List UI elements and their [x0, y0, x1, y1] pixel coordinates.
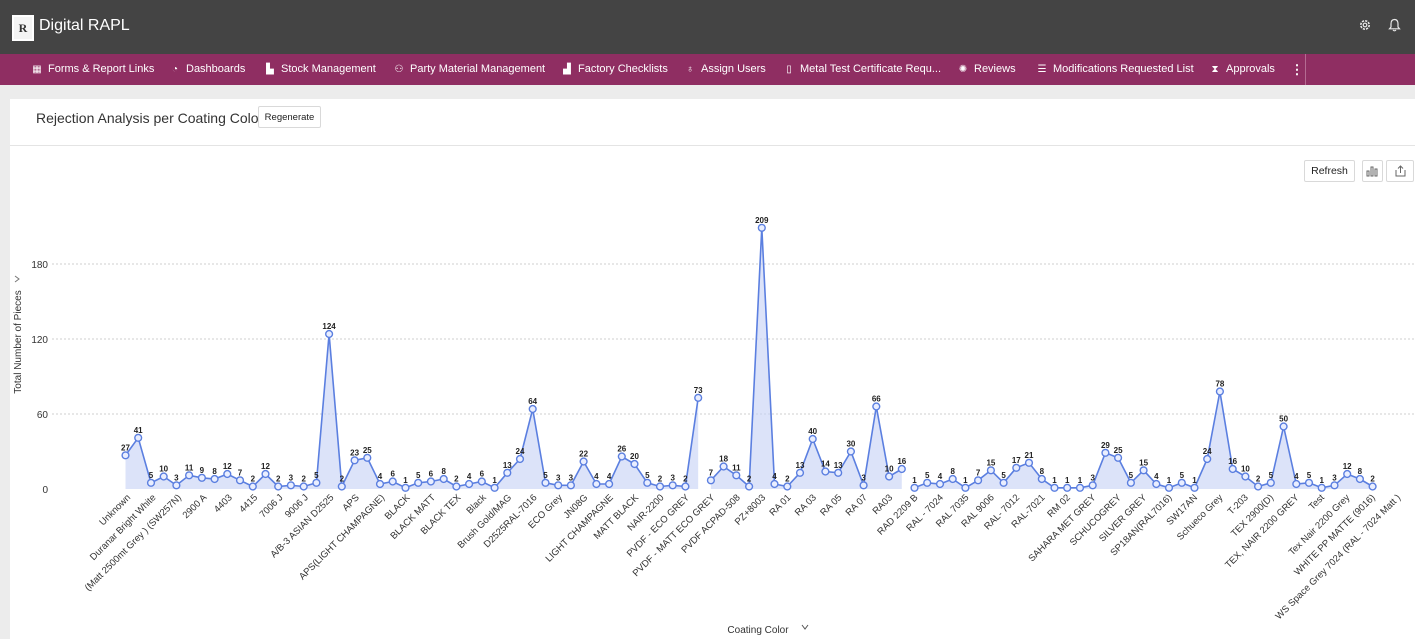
nav-label: Dashboards: [186, 63, 246, 75]
notification-bell-icon[interactable]: [1388, 18, 1401, 32]
grid-icon: ▦: [32, 64, 42, 75]
nav-label: Approvals: [1226, 63, 1275, 75]
app-logo[interactable]: R: [12, 15, 34, 41]
nav-dashboards[interactable]: ◔ Dashboards: [168, 54, 245, 85]
nav-label: Reviews: [974, 63, 1016, 75]
nav-label: Assign Users: [701, 63, 766, 75]
app-title[interactable]: Digital RAPL: [39, 17, 130, 34]
hourglass-icon: ⧗: [1211, 64, 1219, 75]
chart-panel: Rejection Analysis per Coating Color Reg…: [10, 99, 1415, 639]
nav-assign-users[interactable]: ♁ Assign Users: [683, 54, 766, 85]
refresh-button[interactable]: Refresh: [1304, 160, 1355, 182]
test-tube-icon: ▯: [786, 64, 792, 75]
user-pin-icon: ♁: [686, 64, 694, 75]
nav-label: Stock Management: [281, 63, 376, 75]
gauge-icon: ◔: [171, 64, 179, 75]
nav-label: Factory Checklists: [578, 63, 668, 75]
people-icon: ⚇: [394, 64, 404, 75]
panel-title: Rejection Analysis per Coating Color: [36, 110, 264, 126]
nav-label: Metal Test Certificate Requ...: [800, 63, 942, 75]
nav-divider: [1305, 54, 1306, 85]
top-bar: R Digital RAPL: [0, 0, 1415, 54]
nav-stock-management[interactable]: ▙ Stock Management: [263, 54, 376, 85]
bar-chart-icon[interactable]: [1362, 160, 1383, 182]
nav-label: Forms & Report Links: [48, 63, 155, 75]
nav-metal-test-certificate[interactable]: ▯ Metal Test Certificate Requ...: [782, 54, 941, 85]
more-vertical-icon[interactable]: ⋮: [1290, 62, 1304, 77]
nav-factory-checklists[interactable]: ▟ Factory Checklists: [560, 54, 668, 85]
settings-gear-icon[interactable]: [1358, 18, 1372, 32]
nav-modifications-requested-list[interactable]: ☰ Modifications Requested List: [1035, 54, 1194, 85]
nav-reviews[interactable]: ✺ Reviews: [956, 54, 1016, 85]
forklift-icon: ▙: [266, 64, 274, 75]
nav-approvals[interactable]: ⧗ Approvals: [1208, 54, 1275, 85]
list-icon: ☰: [1037, 64, 1047, 75]
nav-label: Party Material Management: [410, 63, 546, 75]
export-icon[interactable]: [1386, 160, 1414, 182]
panel-header: Rejection Analysis per Coating Color Reg…: [10, 99, 1415, 146]
factory-icon: ▟: [563, 64, 571, 75]
nav-label: Modifications Requested List: [1053, 63, 1194, 75]
main-nav: ▦ Forms & Report Links ◔ Dashboards ▙ Stock…: [0, 54, 1415, 85]
regenerate-button[interactable]: Regenerate: [258, 106, 321, 128]
reviews-icon: ✺: [958, 64, 968, 75]
nav-forms-report-links[interactable]: ▦ Forms & Report Links: [30, 54, 154, 85]
nav-party-material-management[interactable]: ⚇ Party Material Management: [392, 54, 546, 85]
